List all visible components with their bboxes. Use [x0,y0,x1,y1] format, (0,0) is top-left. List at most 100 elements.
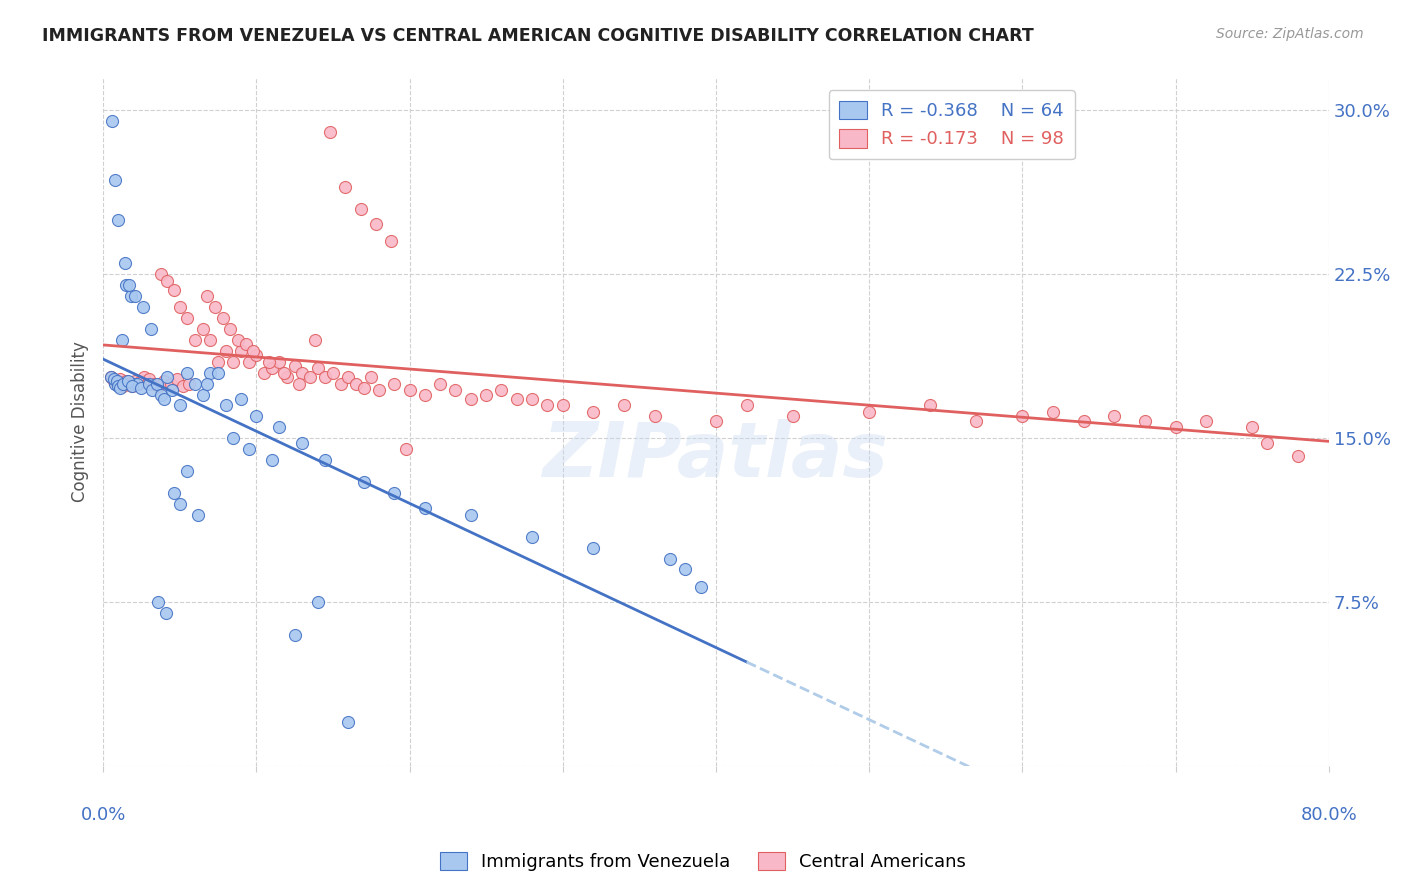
Point [118,376,141,391]
Point [314,453,336,467]
Point [307,361,329,376]
Text: 0.0%: 0.0% [80,805,125,823]
Point [211,310,233,325]
Point [120,289,142,303]
Point [659,551,682,566]
Point [304,333,326,347]
Point [269,354,291,368]
Point [172,378,194,392]
Point [644,409,666,424]
Point [398,383,420,397]
Point [191,322,214,336]
Point [344,376,367,391]
Point [314,370,336,384]
Point [413,501,436,516]
Point [100,370,122,384]
Point [127,376,149,391]
Point [169,300,191,314]
Point [364,217,387,231]
Point [110,333,132,347]
Point [1195,414,1218,428]
Point [162,486,184,500]
Point [215,399,238,413]
Point [200,366,222,380]
Point [169,497,191,511]
Point [124,289,146,303]
Point [104,173,127,187]
Point [257,354,280,368]
Point [298,370,321,384]
Point [367,383,389,397]
Point [160,383,183,397]
Point [159,376,181,391]
Point [162,283,184,297]
Point [349,202,371,216]
Point [200,333,222,347]
Point [475,387,498,401]
Point [145,376,167,391]
Point [184,376,207,391]
Point [195,376,218,391]
Point [284,359,307,373]
Point [108,372,131,386]
Point [204,300,226,314]
Point [242,343,264,358]
Point [138,372,160,386]
Point [139,322,162,336]
Point [229,392,252,406]
Point [460,392,482,406]
Point [1042,405,1064,419]
Point [169,399,191,413]
Point [689,580,711,594]
Point [156,274,179,288]
Point [506,392,529,406]
Point [229,343,252,358]
Text: Source: ZipAtlas.com: Source: ZipAtlas.com [1216,27,1364,41]
Point [101,114,124,128]
Point [155,606,177,620]
Point [360,370,382,384]
Point [107,212,129,227]
Point [122,376,145,391]
Point [782,409,804,424]
Point [245,409,267,424]
Point [131,381,153,395]
Text: IMMIGRANTS FROM VENEZUELA VS CENTRAL AMERICAN COGNITIVE DISABILITY CORRELATION C: IMMIGRANTS FROM VENEZUELA VS CENTRAL AME… [42,27,1033,45]
Point [195,289,218,303]
Point [134,370,156,384]
Point [276,370,298,384]
Point [176,464,198,478]
Point [115,375,138,389]
Point [291,366,314,380]
Point [429,376,451,391]
Point [117,375,139,389]
Point [142,376,165,391]
Point [920,399,942,413]
Point [288,376,311,391]
Point [166,372,188,386]
Point [520,392,543,406]
Point [131,375,153,389]
Point [118,278,141,293]
Point [291,435,314,450]
Point [207,354,229,368]
Legend: Immigrants from Venezuela, Central Americans: Immigrants from Venezuela, Central Ameri… [433,845,973,879]
Point [735,399,758,413]
Point [153,375,176,389]
Point [353,381,375,395]
Point [1256,435,1278,450]
Point [176,366,198,380]
Point [235,337,257,351]
Point [329,376,352,391]
Point [150,387,173,401]
Point [112,376,135,391]
Y-axis label: Cognitive Disability: Cognitive Disability [72,342,89,502]
Point [582,405,605,419]
Point [222,431,245,445]
Point [337,715,360,730]
Point [150,267,173,281]
Point [219,322,242,336]
Point [965,414,987,428]
Point [124,375,146,389]
Point [187,508,209,522]
